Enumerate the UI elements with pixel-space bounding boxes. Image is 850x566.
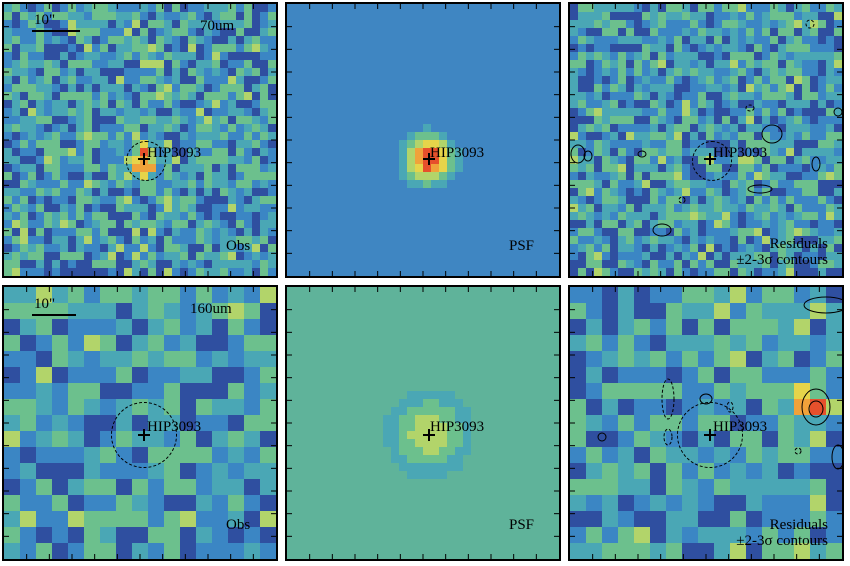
target-cross — [138, 153, 150, 165]
scale-label: 10" — [34, 296, 56, 312]
band-label: 160um — [190, 301, 232, 317]
scale-bar — [32, 30, 80, 32]
residual-160um-panel: HIP3093 Residuals ±2-3σ contours — [568, 285, 844, 561]
target-label: HIP3093 — [430, 419, 485, 435]
obs-70um-map — [4, 4, 276, 276]
obs-70um-panel: 10" 70um HIP3093 Obs — [2, 2, 278, 278]
residual-70um-map — [570, 4, 842, 276]
target-label: HIP3093 — [147, 419, 202, 435]
psf-160um-panel: HIP3093 PSF — [285, 285, 561, 561]
obs-160um-panel: 10" 160um HIP3093 Obs — [2, 285, 278, 561]
aperture-circle — [692, 141, 732, 181]
obs-160um-map — [4, 287, 276, 559]
target-cross — [423, 429, 435, 441]
psf-70um-map — [287, 4, 559, 276]
band-label: 70um — [200, 18, 235, 34]
psf-70um-panel: HIP3093 PSF — [285, 2, 561, 278]
obs-label: Obs — [226, 517, 251, 533]
residual-70um-panel: HIP3093 Residuals ±2-3σ contours — [568, 2, 844, 278]
contour-label: ±2-3σ contours — [736, 252, 828, 268]
target-cross — [423, 153, 435, 165]
obs-label: Obs — [226, 238, 251, 254]
target-cross — [704, 153, 716, 165]
contour-label: ±2-3σ contours — [736, 533, 828, 549]
psf-label: PSF — [509, 238, 535, 254]
aperture-circle — [111, 402, 177, 468]
psf-160um-map — [287, 287, 559, 559]
target-label: HIP3093 — [147, 145, 202, 161]
aperture-circle — [677, 402, 743, 468]
target-label: HIP3093 — [713, 419, 768, 435]
target-cross — [704, 429, 716, 441]
psf-label: PSF — [509, 517, 535, 533]
target-label: HIP3093 — [430, 145, 485, 161]
aperture-circle — [126, 141, 166, 181]
scale-bar — [32, 314, 76, 316]
residual-label: Residuals — [769, 517, 828, 533]
scale-label: 10" — [34, 12, 56, 28]
target-cross — [138, 429, 150, 441]
target-label: HIP3093 — [713, 145, 768, 161]
residual-label: Residuals — [769, 236, 828, 252]
